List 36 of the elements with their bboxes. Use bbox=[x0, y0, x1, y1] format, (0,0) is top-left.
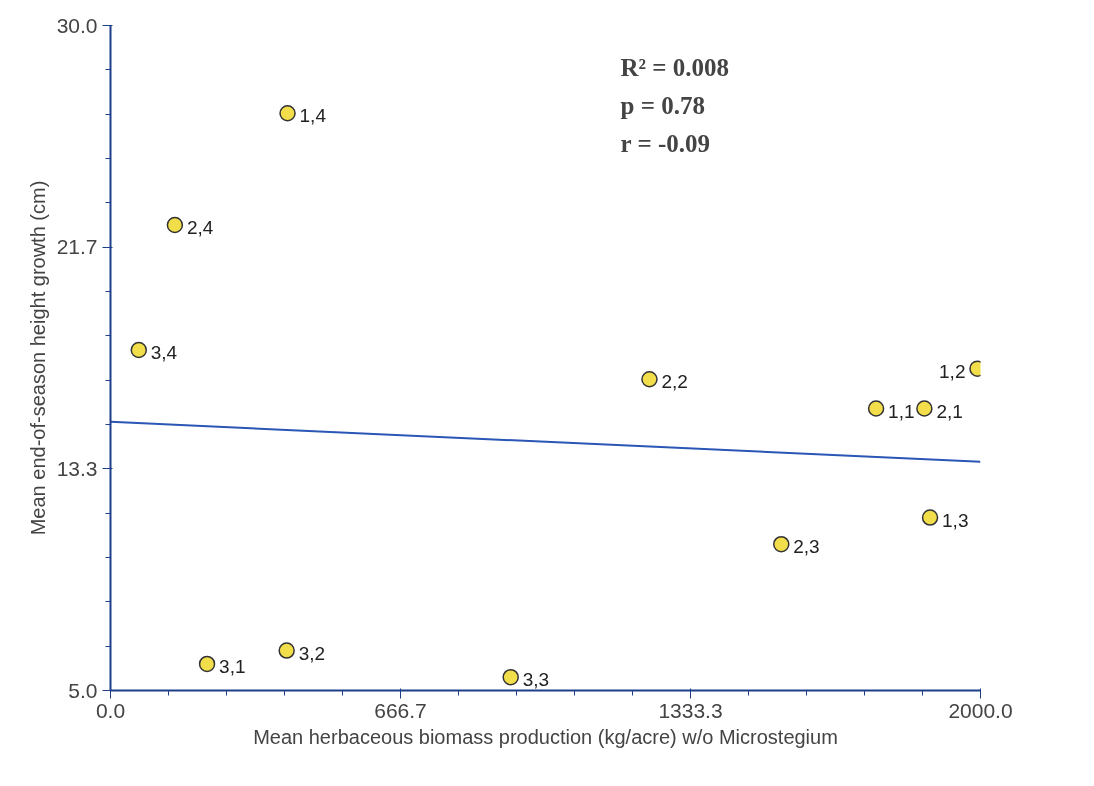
y-axis-title: Mean end-of-season height growth (cm) bbox=[26, 180, 49, 536]
annotation: 2,3 bbox=[793, 536, 820, 558]
annotation: 1,1 bbox=[888, 400, 915, 422]
annotation: 2,4 bbox=[186, 217, 214, 238]
y-tick-label: 21.7 bbox=[56, 235, 98, 259]
annotation: r = -0.09 bbox=[620, 129, 710, 157]
y-tick-label: 5.0 bbox=[68, 678, 98, 702]
annotation: 3,1 bbox=[219, 655, 246, 677]
annotation: 2,1 bbox=[936, 400, 963, 422]
point bbox=[867, 400, 885, 417]
point bbox=[641, 371, 658, 388]
point bbox=[130, 341, 148, 359]
point bbox=[278, 642, 295, 659]
annotation: 1,4 bbox=[299, 105, 327, 127]
annotation: 3,3 bbox=[522, 669, 550, 691]
annotation: 2,2 bbox=[661, 371, 688, 393]
x-tick-label: 666.7 bbox=[374, 698, 427, 722]
point bbox=[279, 105, 296, 122]
x-axis-title: Mean herbaceous biomass production (kg/acre) w/o Microstegium bbox=[253, 725, 838, 748]
y-tick-label: 30.0 bbox=[56, 13, 98, 37]
point bbox=[921, 509, 939, 526]
annotation: 3,2 bbox=[298, 642, 326, 664]
x-tick-label: 1333.3 bbox=[658, 698, 723, 722]
point bbox=[916, 400, 933, 417]
x-tick-label: 2000.0 bbox=[948, 698, 1013, 722]
x-tick-label: 0.0 bbox=[95, 698, 126, 722]
annotation: 1,3 bbox=[942, 509, 969, 531]
point bbox=[198, 655, 216, 673]
annotation: 1,2 bbox=[939, 360, 966, 382]
annotation: p = 0.78 bbox=[620, 91, 705, 119]
point bbox=[166, 216, 184, 234]
y-tick-label: 13.3 bbox=[56, 456, 98, 480]
annotation: R² = 0.008 bbox=[620, 53, 730, 81]
point bbox=[502, 668, 519, 686]
annotation: 3,4 bbox=[150, 342, 178, 364]
point bbox=[773, 535, 790, 553]
